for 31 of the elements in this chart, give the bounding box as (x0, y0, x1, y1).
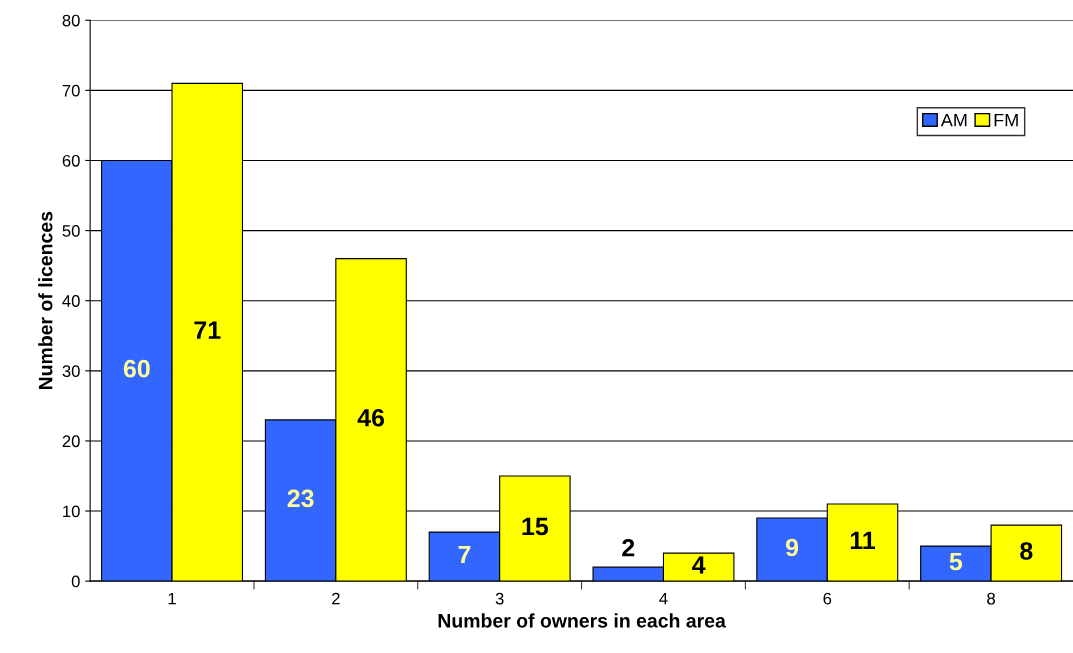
x-axis-title: Number of owners in each area (438, 613, 726, 628)
data-label: 7 (458, 545, 471, 564)
y-tick-label: 60 (62, 154, 80, 167)
x-tick-label: 2 (332, 592, 340, 605)
y-tick-label: 70 (62, 84, 80, 97)
legend-label: FM (994, 113, 1018, 127)
y-tick-label: 20 (62, 435, 80, 448)
x-tick-label: 1 (168, 592, 176, 605)
y-tick-label: 80 (62, 14, 80, 27)
data-label: 46 (357, 408, 385, 427)
y-tick-label: 40 (62, 295, 80, 307)
y-axis-title: Number of licences (38, 211, 53, 390)
legend-label: AM (940, 113, 967, 127)
x-tick-label: 4 (659, 592, 668, 605)
data-label: 11 (850, 531, 876, 550)
x-tick-label: 3 (495, 592, 504, 605)
data-label: 71 (194, 321, 221, 339)
y-tick-label: 30 (62, 365, 80, 378)
data-label: 60 (123, 359, 150, 378)
data-label: 8 (1020, 542, 1033, 560)
data-label: 15 (522, 517, 549, 536)
x-tick-label: 6 (823, 592, 832, 605)
y-tick-label: 50 (62, 224, 80, 237)
data-label: 2 (622, 538, 635, 557)
x-tick-label: 8 (987, 592, 995, 605)
y-tick-label: 0 (71, 575, 80, 588)
data-label: 4 (692, 556, 706, 574)
data-label: 23 (287, 489, 314, 508)
data-label: 5 (949, 552, 963, 571)
data-label: 9 (785, 538, 799, 557)
y-tick-label: 10 (63, 505, 80, 518)
